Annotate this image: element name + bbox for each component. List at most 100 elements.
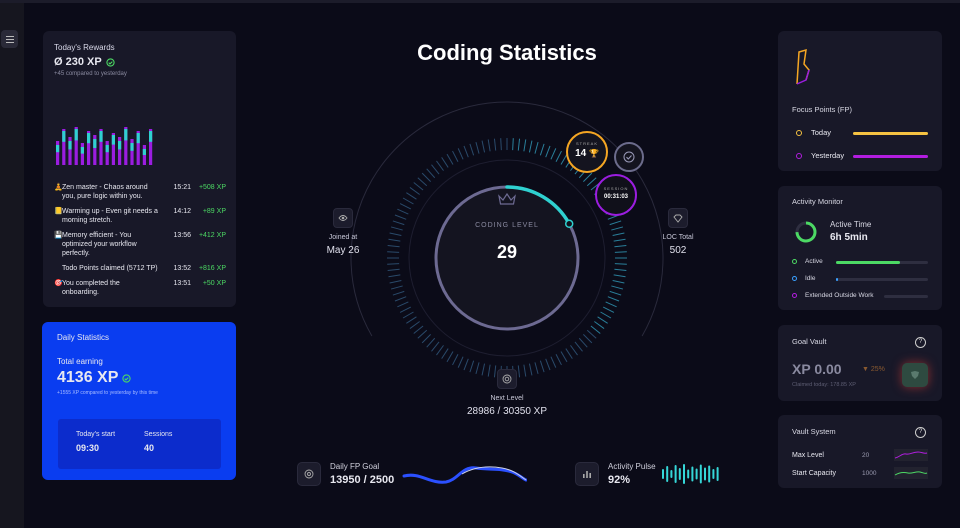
activity-emoji-icon <box>54 264 62 273</box>
dial-tick <box>390 226 403 231</box>
menu-toggle-button[interactable] <box>1 30 18 48</box>
vault-system-card: Vault System ? Max Level 20 Start Capaci… <box>778 415 942 488</box>
dial-tick <box>399 306 411 313</box>
activity-title: Activity Monitor <box>792 197 843 206</box>
next-level-value: 28986 / 30350 XP <box>466 406 548 417</box>
vsys-help-button[interactable]: ? <box>915 427 926 438</box>
idle-track <box>836 278 928 281</box>
max-level-label: Max Level <box>792 452 824 459</box>
pulse-bar <box>678 468 681 480</box>
level-label: CODING LEVEL <box>475 222 539 229</box>
dial-tick <box>397 301 409 308</box>
dial-tick <box>614 244 627 248</box>
vault-help-button[interactable]: ? <box>915 337 926 348</box>
dial-tick <box>463 145 469 158</box>
activity-list-item: 💾 Memory efficient - You optimized your w… <box>54 231 226 258</box>
level-progress-arc <box>505 185 571 226</box>
daily-statistics-card: Daily Statistics Total earning 4136 XP +… <box>42 322 236 480</box>
check-circle-icon <box>106 57 115 67</box>
crown-icon <box>498 192 516 205</box>
dial-tick <box>397 208 409 215</box>
start-capacity-value: 1000 <box>862 470 877 477</box>
activity-list-item: 📒 Warming up - Even git needs a morning s… <box>54 207 226 225</box>
dial-tick <box>487 139 491 152</box>
start-label: Today's start <box>76 431 116 438</box>
reward-bar-highlight <box>62 131 66 142</box>
dial-tick <box>441 157 449 168</box>
pulse-bar <box>704 467 706 481</box>
dial-tick <box>469 360 475 373</box>
diamond-icon <box>673 214 683 223</box>
dial-tick <box>517 365 521 378</box>
dial-tick <box>387 251 400 253</box>
dial-tick <box>550 356 557 368</box>
activity-pulse-widget: Activity Pulse 92% <box>575 462 656 486</box>
vault-claim-button[interactable] <box>902 363 928 387</box>
activity-xp: +508 XP <box>198 184 226 191</box>
dial-outer-arc <box>350 101 664 337</box>
pulse-bar <box>666 466 669 482</box>
dial-tick <box>413 325 424 334</box>
dial-tick <box>441 348 449 359</box>
dial-tick <box>583 334 593 344</box>
activity-xp: +50 XP <box>202 280 226 287</box>
dial-tick <box>594 321 605 329</box>
vault-claimed: Claimed today: 178.85 XP <box>792 382 856 388</box>
vsys-title: Vault System <box>792 427 836 436</box>
streak-label: STREAK <box>575 141 598 146</box>
next-level-label: Next Level <box>490 395 524 402</box>
activity-time: 15:21 <box>173 184 191 191</box>
loc-label: LOC Total <box>662 234 694 241</box>
active-time-label: Active Time <box>830 220 872 229</box>
dial-tick <box>570 345 578 356</box>
activity-monitor-card: Activity Monitor Active Time 6h 5min Act… <box>778 186 942 310</box>
daily-title: Daily Statistics <box>57 333 110 342</box>
pulse-bar <box>695 468 698 480</box>
reward-bar <box>136 131 140 165</box>
activity-xp: +89 XP <box>202 208 226 215</box>
reward-bar-highlight <box>93 139 97 148</box>
dial-tick <box>493 365 497 378</box>
activity-emoji-icon: 🧘 <box>54 184 63 191</box>
shield-icon <box>911 371 919 379</box>
pulse-bar <box>674 465 677 483</box>
outside-track <box>884 295 928 298</box>
fp-goal-label: Daily FP Goal <box>330 462 380 471</box>
dial-tick <box>611 285 624 290</box>
rewards-card: Today's Rewards Ø 230 XP +45 compared to… <box>43 31 236 307</box>
dial-tick <box>421 172 431 182</box>
reward-bar-highlight <box>105 145 109 153</box>
dial-tick <box>534 362 539 375</box>
dial-tick <box>402 311 414 319</box>
streak-badge[interactable]: STREAK 14 🏆 <box>566 131 608 173</box>
dial-tick <box>388 274 401 278</box>
dial-tick <box>481 363 486 376</box>
max-level-value: 20 <box>862 452 870 459</box>
reward-bar-highlight <box>130 143 134 151</box>
activity-pulse-bars <box>662 464 719 484</box>
dial-tick <box>436 345 444 356</box>
fp-yesterday-bar <box>853 155 928 158</box>
pulse-bar <box>716 467 719 481</box>
reward-bar <box>118 137 122 165</box>
active-dot-icon <box>792 259 797 264</box>
dial-tick <box>421 334 431 344</box>
dial-tick <box>409 321 420 329</box>
dial-tick <box>523 139 527 152</box>
dial-tick <box>417 177 428 187</box>
dial-tick <box>597 316 608 324</box>
start-capacity-sparkline <box>894 467 928 479</box>
daily-details: Today's start 09:30 Sessions 40 <box>58 419 221 469</box>
dial-tick <box>389 232 402 237</box>
session-badge[interactable]: SESSION 00:31:03 <box>595 174 637 216</box>
page-title: Coding Statistics <box>417 40 597 65</box>
reward-bar <box>99 129 103 165</box>
dial-tick <box>413 182 424 191</box>
sessions-label: Sessions <box>144 431 173 438</box>
daily-check-badge[interactable] <box>614 142 644 172</box>
activity-time: 13:52 <box>173 265 191 272</box>
dial-tick <box>555 150 562 162</box>
sessions-value: 40 <box>144 443 155 453</box>
level-progress-knob[interactable] <box>564 219 574 229</box>
pulse-bar <box>699 464 702 484</box>
